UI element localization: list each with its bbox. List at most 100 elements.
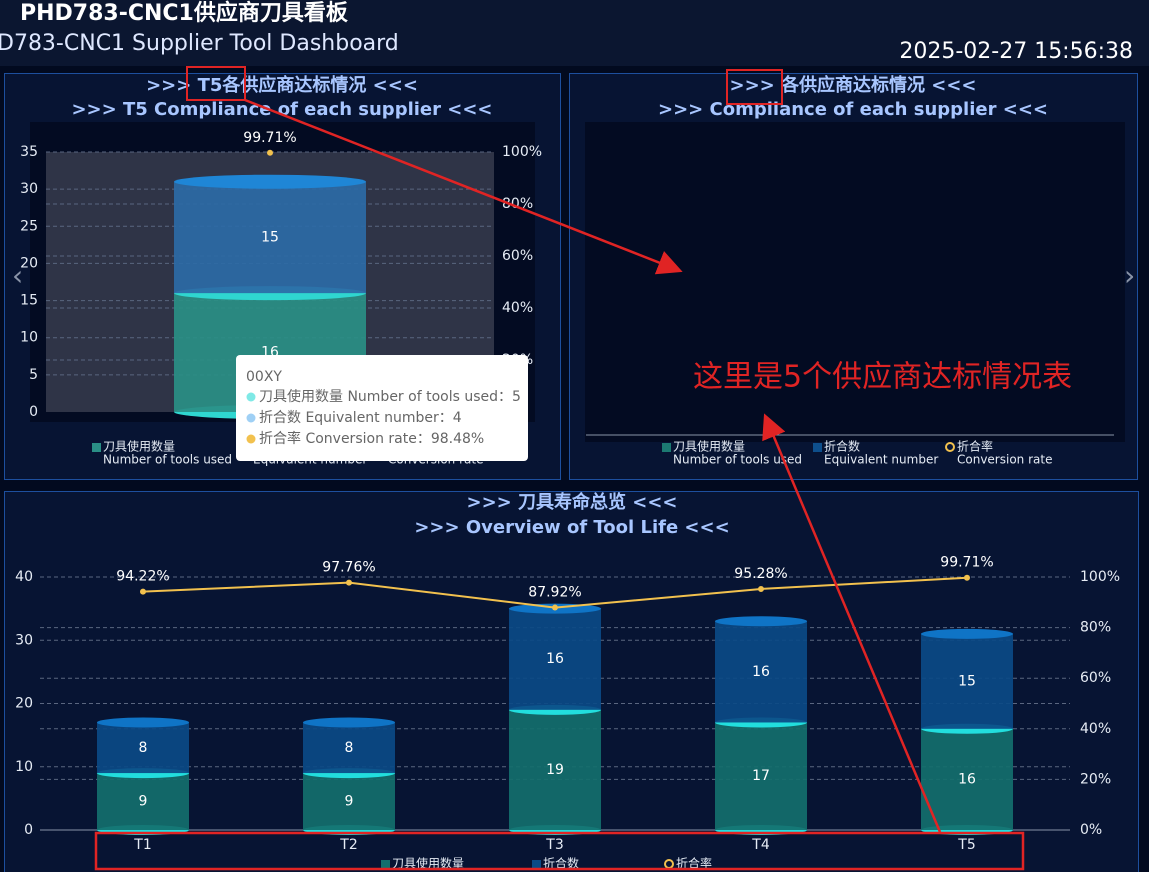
tooltip-dot	[246, 392, 256, 402]
data-label: 8	[139, 740, 148, 756]
y2-tick-label: 0%	[1080, 822, 1102, 838]
y2-tick-label: 80%	[502, 196, 533, 212]
x-tick-label: T2	[339, 837, 357, 853]
data-label: 16	[752, 664, 770, 680]
highlight-box	[186, 66, 246, 101]
bar-cap	[715, 616, 807, 627]
legend-icon	[662, 443, 671, 452]
panel-subtitle: >>> Overview of Tool Life <<<	[414, 517, 729, 538]
y-tick-label: 30	[15, 632, 33, 648]
prev-arrow[interactable]: ‹	[12, 259, 23, 292]
panel-title: >>> 各供应商达标情况 <<<	[729, 74, 976, 96]
data-label: 8	[345, 740, 354, 756]
data-label: 99.71%	[243, 130, 296, 146]
y2-tick-label: 80%	[1080, 620, 1111, 636]
data-label: 99.71%	[940, 555, 993, 571]
arrow	[762, 413, 942, 833]
line-point	[140, 588, 146, 595]
bar-cap	[921, 628, 1013, 639]
y-tick-label: 30	[20, 181, 38, 197]
y2-tick-label: 100%	[502, 144, 542, 160]
y2-tick-label: 20%	[1080, 771, 1111, 787]
x-tick-label: T5	[957, 837, 975, 853]
header-bg	[0, 0, 1149, 66]
bar-cap	[97, 717, 189, 728]
datetime: 2025-02-27 15:56:38	[899, 39, 1133, 64]
bar	[921, 633, 1013, 729]
line-point	[267, 149, 273, 156]
data-label: 94.22%	[116, 569, 169, 585]
bar	[715, 621, 807, 723]
data-label: 97.76%	[322, 560, 375, 576]
y-tick-label: 0	[24, 822, 33, 838]
bar	[303, 722, 395, 774]
data-label: 15	[958, 673, 976, 689]
bar	[97, 722, 189, 774]
y-tick-label: 0	[29, 404, 38, 420]
tooltip-dot	[246, 413, 256, 423]
y-tick-label: 40	[15, 569, 33, 585]
panel-title: >>> T5各供应商达标情况 <<<	[146, 74, 418, 96]
data-label: 19	[546, 762, 564, 778]
bar	[921, 728, 1013, 830]
highlight-box	[726, 69, 783, 105]
tooltip-title: 00XY	[246, 369, 282, 385]
tooltip-bg	[236, 355, 528, 461]
plot-bg	[585, 122, 1125, 442]
legend-label: 刀具使用数量	[673, 439, 745, 454]
panel-subtitle: >>> Compliance of each supplier <<<	[658, 99, 1048, 120]
data-label: 17	[752, 768, 770, 784]
y-tick-label: 20	[20, 255, 38, 271]
y-tick-label: 10	[20, 330, 38, 346]
y-tick-label: 20	[15, 696, 33, 712]
y2-tick-label: 40%	[1080, 721, 1111, 737]
title-en: D783-CNC1 Supplier Tool Dashboard	[0, 31, 399, 56]
line-point	[758, 585, 764, 592]
tooltip-item: 折合率 Conversion rate：98.48%	[259, 430, 484, 447]
bar-cap	[303, 717, 395, 728]
legend-label: 刀具使用数量	[392, 856, 464, 871]
y-tick-label: 10	[15, 759, 33, 775]
panel-title: >>> 刀具寿命总览 <<<	[466, 491, 677, 513]
next-arrow[interactable]: ›	[1124, 259, 1135, 292]
legend-label: 折合率	[957, 439, 993, 454]
tooltip-dot	[246, 434, 256, 444]
bar	[97, 773, 189, 830]
y-tick-label: 35	[20, 144, 38, 160]
data-label: 95.28%	[734, 566, 787, 582]
data-label: 87.92%	[528, 585, 581, 601]
bar	[509, 709, 601, 830]
y2-tick-label: 60%	[502, 248, 533, 264]
x-tick-label: T3	[545, 837, 563, 853]
y-tick-label: 15	[20, 293, 38, 309]
y2-tick-label: 40%	[502, 300, 533, 316]
highlight-box	[94, 831, 1025, 871]
bar-cap	[174, 174, 366, 189]
y2-tick-label: 60%	[1080, 670, 1111, 686]
x-tick-label: T4	[751, 837, 770, 853]
line-point	[346, 579, 352, 586]
y-tick-label: 25	[20, 218, 38, 234]
line-point	[964, 574, 970, 581]
y2-tick-label: 100%	[1080, 569, 1120, 585]
legend-label: 折合率	[676, 856, 712, 871]
legend-label: Conversion rate	[957, 453, 1052, 467]
data-label: 9	[345, 794, 354, 810]
bar	[303, 773, 395, 830]
tooltip: 00XY 刀具使用数量 Number of tools used：5 折合数 E…	[236, 355, 528, 461]
data-label: 9	[139, 794, 148, 810]
legend-label: Number of tools used	[673, 453, 802, 467]
legend-label: Equivalent number	[824, 453, 938, 467]
bar	[174, 181, 366, 294]
data-label: 15	[261, 229, 279, 245]
legend-icon	[532, 860, 541, 869]
title-cn: PHD783-CNC1供应商刀具看板	[20, 0, 349, 26]
legend-label: 折合数	[543, 856, 579, 871]
tooltip-item: 折合数 Equivalent number：4	[259, 410, 462, 426]
annotation: 这里是5个供应商达标情况表	[693, 360, 1072, 395]
panel-subtitle: >>> T5 Compliance of each supplier <<<	[71, 99, 492, 120]
legend-icon	[381, 860, 390, 869]
x-tick-label: T1	[133, 837, 151, 853]
legend-icon	[945, 442, 955, 452]
